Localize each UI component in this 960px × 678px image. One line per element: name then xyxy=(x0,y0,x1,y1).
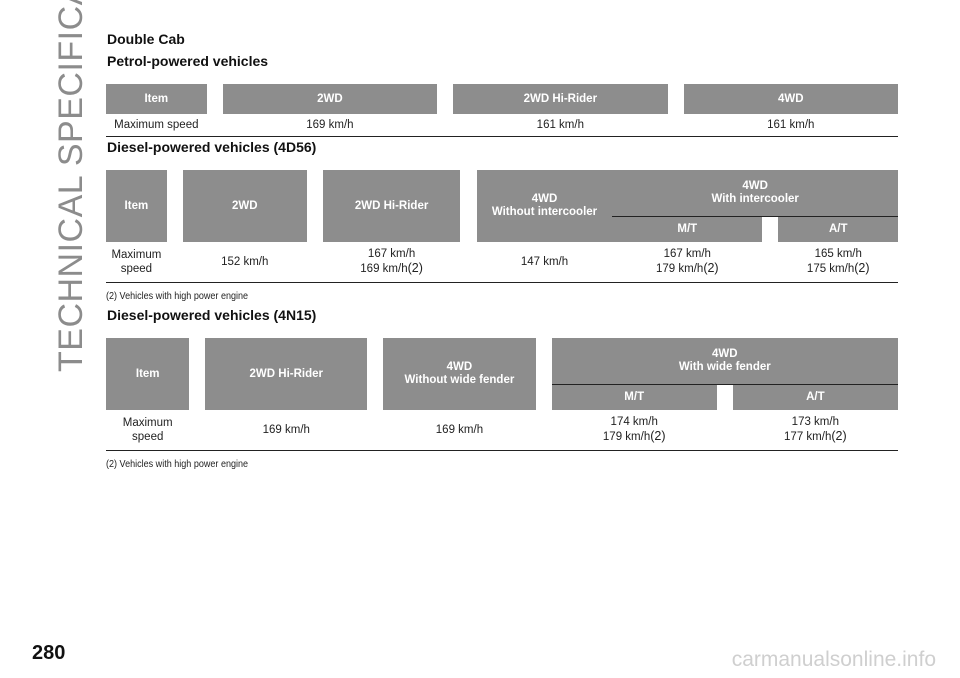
header-2wd-hi-rider: 2WD Hi-Rider xyxy=(322,170,461,242)
header-2wd-hi-rider: 2WD Hi-Rider xyxy=(205,338,368,410)
header-4wd-without-wide-fender: 4WD Without wide fender xyxy=(383,338,536,410)
header-at: A/T xyxy=(778,216,898,242)
value-mt: 174 km/h 179 km/h(2) xyxy=(551,410,717,451)
value-2wd-hi-rider: 169 km/h xyxy=(205,410,368,451)
header-mt: M/T xyxy=(551,384,717,410)
header-2wd: 2WD xyxy=(222,84,438,114)
header-item: Item xyxy=(106,338,190,410)
table-row: Maximum speed 169 km/h 169 km/h 174 km/h… xyxy=(106,410,898,451)
header-item: Item xyxy=(106,84,207,114)
section-title: Double Cab xyxy=(107,31,185,47)
value-2wd: 169 km/h xyxy=(222,114,438,137)
value-at: 173 km/h 177 km/h(2) xyxy=(732,410,898,451)
header-2wd-hi-rider: 2WD Hi-Rider xyxy=(453,84,668,114)
side-section-title: TECHNICAL SPECIFICATIONS xyxy=(52,0,90,372)
row-label: Maximum speed xyxy=(106,114,207,137)
header-4wd: 4WD xyxy=(683,84,898,114)
value-2wd-hi-rider: 161 km/h xyxy=(453,114,668,137)
header-item: Item xyxy=(106,170,167,242)
value-at: 165 km/h 175 km/h(2) xyxy=(778,242,898,283)
header-2wd: 2WD xyxy=(182,170,307,242)
header-at: A/T xyxy=(732,384,898,410)
value-4wd-without-wide-fender: 169 km/h xyxy=(383,410,536,451)
diesel-4d56-title: Diesel-powered vehicles (4D56) xyxy=(107,139,317,155)
petrol-speed-table: Item 2WD 2WD Hi-Rider 4WD Maximum speed … xyxy=(106,84,898,137)
table-row: Maximum speed 152 km/h 167 km/h 169 km/h… xyxy=(106,242,898,283)
row-label: Maximum speed xyxy=(106,242,167,283)
petrol-title: Petrol-powered vehicles xyxy=(107,53,269,69)
value-4wd: 161 km/h xyxy=(683,114,898,137)
value-4wd-without-intercooler: 147 km/h xyxy=(476,242,613,283)
footnote: (2) Vehicles with high power engine xyxy=(106,458,249,470)
diesel-4n15-title: Diesel-powered vehicles (4N15) xyxy=(107,307,317,323)
footnote: (2) Vehicles with high power engine xyxy=(106,290,249,302)
value-2wd: 152 km/h xyxy=(182,242,307,283)
value-2wd-hi-rider: 167 km/h 169 km/h(2) xyxy=(322,242,461,283)
header-4wd-with-intercooler: 4WD With intercooler xyxy=(612,170,898,217)
header-4wd-without-intercooler: 4WD Without intercooler xyxy=(476,170,613,242)
page-number: 280 xyxy=(32,642,66,664)
header-mt: M/T xyxy=(612,216,763,242)
diesel-4d56-speed-table: Item 2WD 2WD Hi-Rider 4WD Without interc… xyxy=(106,170,898,283)
diesel-4n15-speed-table: Item 2WD Hi-Rider 4WD Without wide fende… xyxy=(106,338,898,451)
row-label: Maximum speed xyxy=(106,410,190,451)
table-row: Maximum speed 169 km/h 161 km/h 161 km/h xyxy=(106,114,898,137)
watermark: carmanualsonline.info xyxy=(731,648,936,671)
header-4wd-with-wide-fender: 4WD With wide fender xyxy=(551,338,898,385)
value-mt: 167 km/h 179 km/h(2) xyxy=(612,242,763,283)
